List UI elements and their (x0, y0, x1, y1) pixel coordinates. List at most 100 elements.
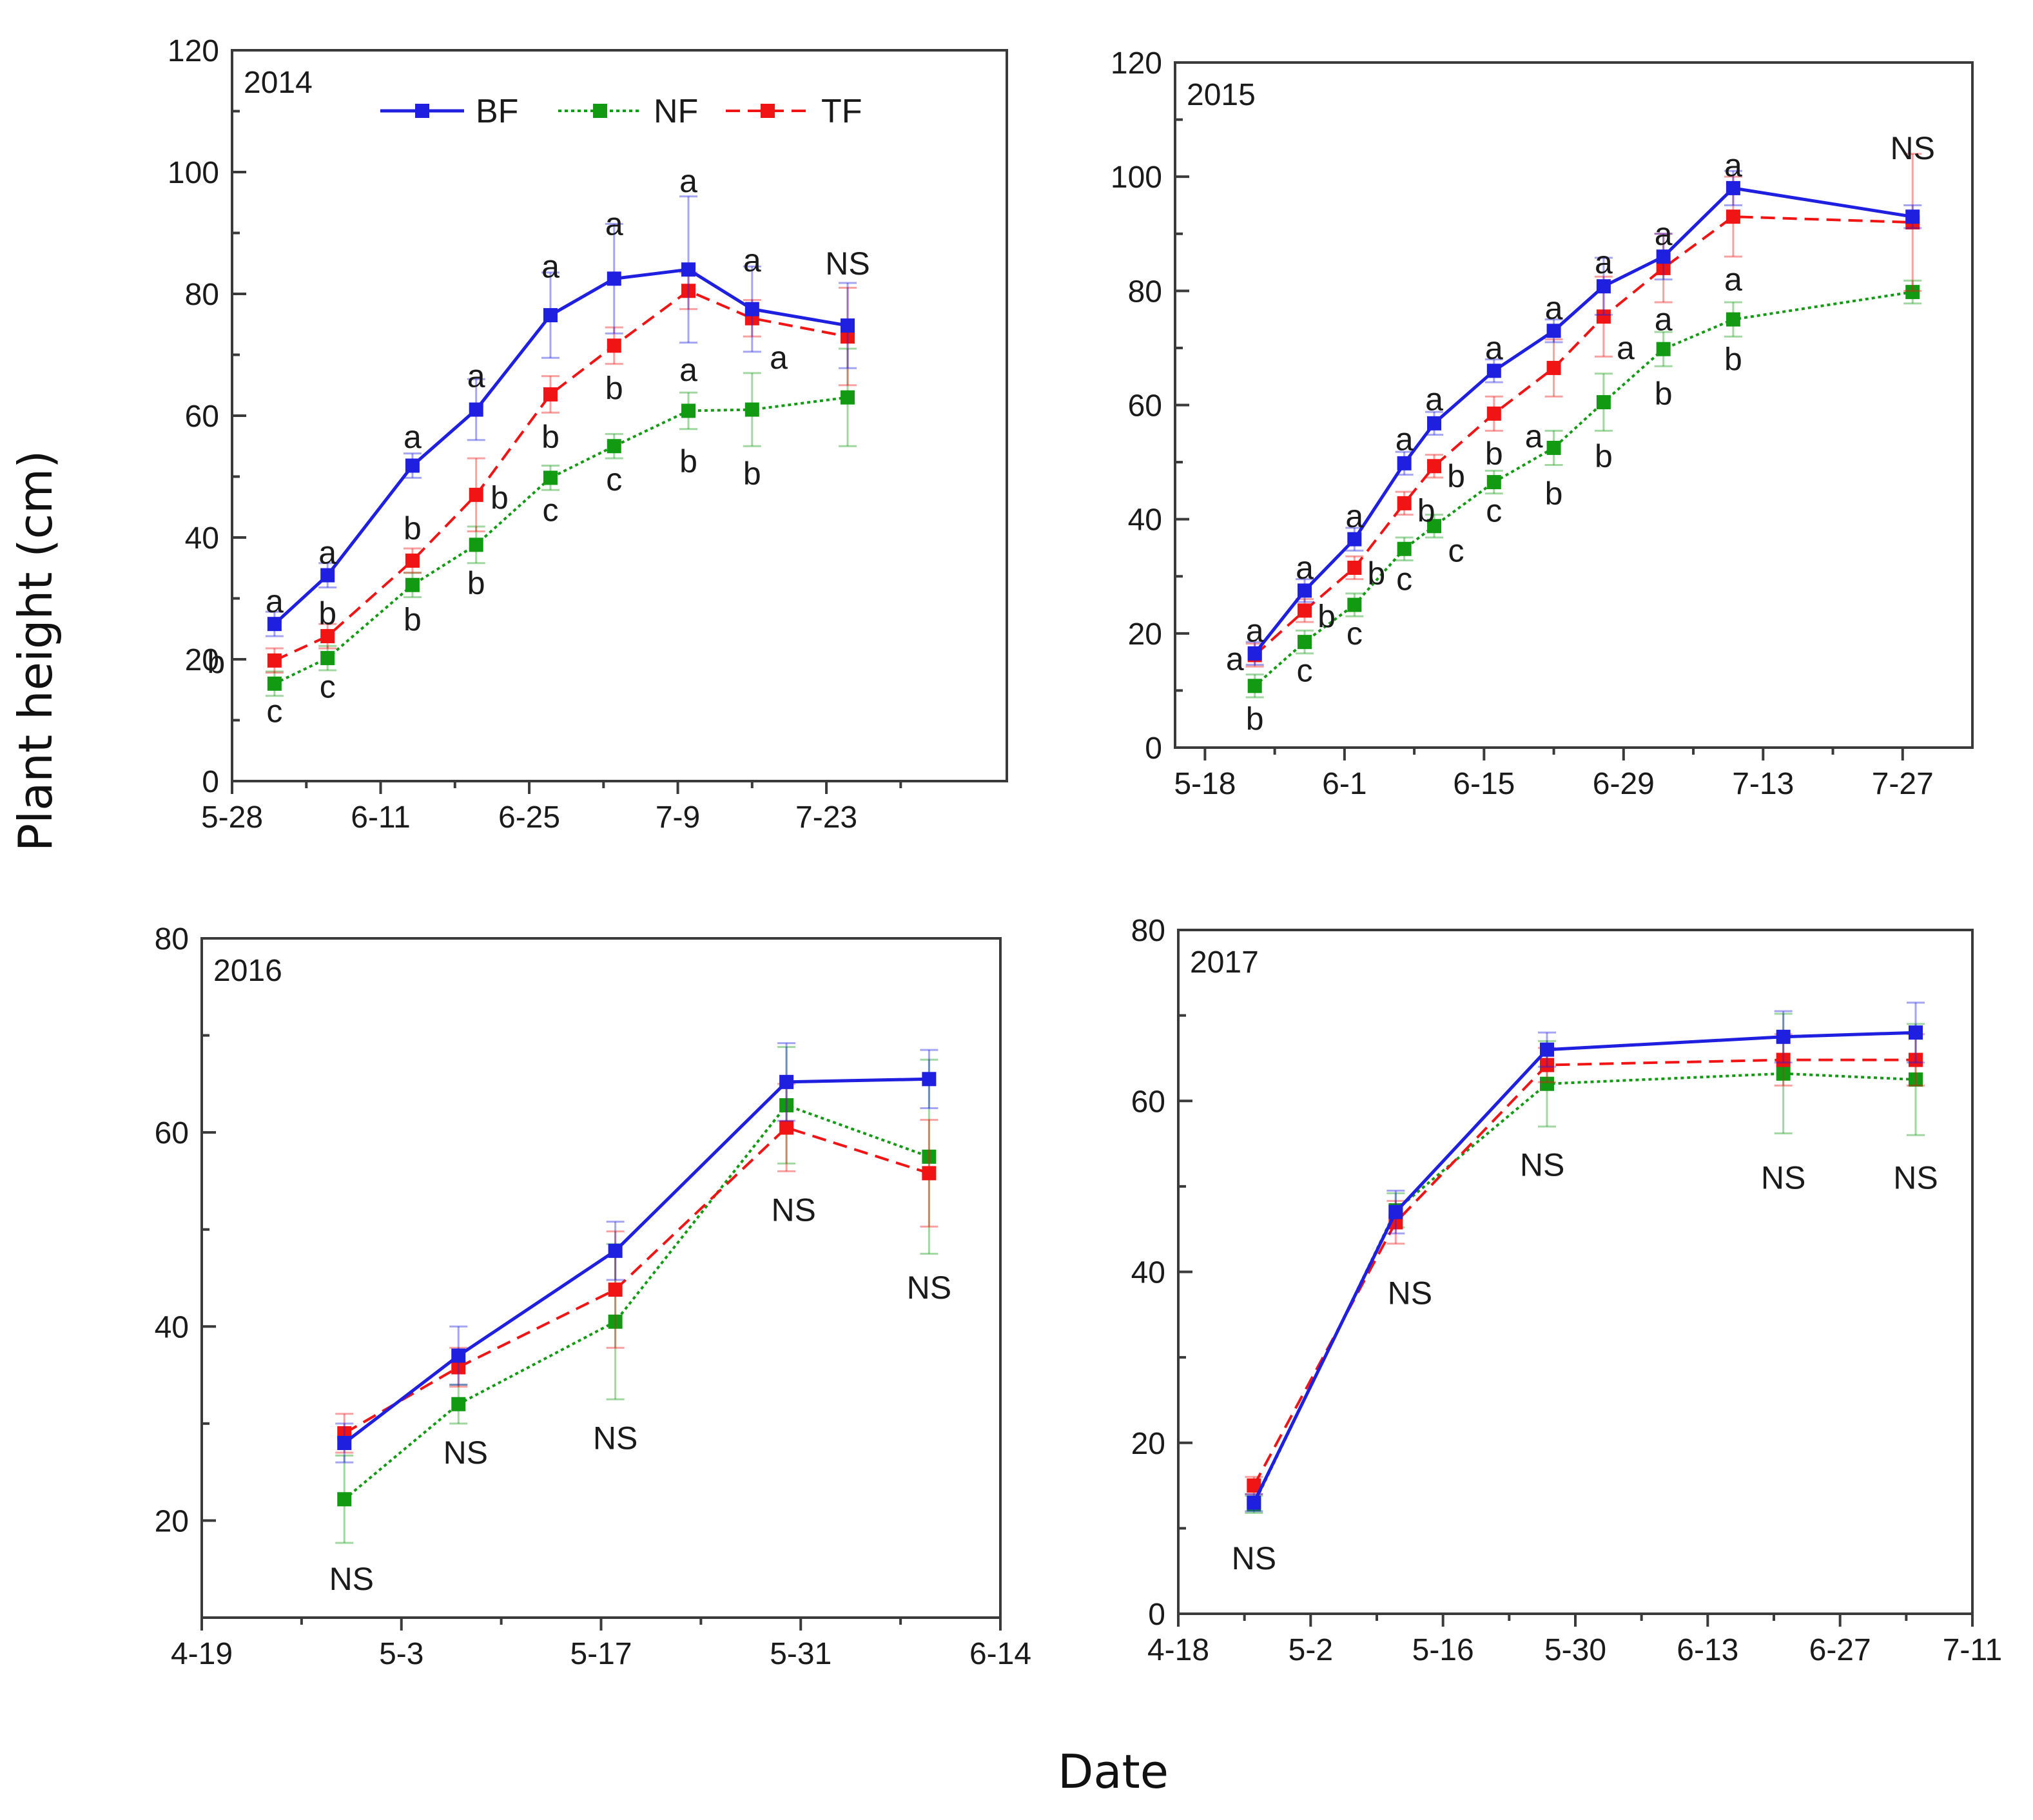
legend-item-BF: BF (380, 93, 518, 130)
data-point-BF (1546, 324, 1561, 338)
significance-letter: b (1485, 436, 1503, 472)
y-tick-label: 100 (168, 156, 219, 190)
data-point-BF (469, 402, 483, 417)
data-point-NF (1486, 475, 1501, 490)
significance-letter: NS (1232, 1540, 1276, 1576)
series-TF (265, 271, 857, 674)
significance-letter: a (1655, 302, 1673, 338)
data-point-BF (1776, 1029, 1791, 1044)
significance-letter: NS (329, 1561, 374, 1597)
plot-frame (200, 937, 1002, 1619)
x-tick-label: 6-11 (351, 800, 411, 835)
significance-letter: b (1595, 438, 1613, 474)
significance-letter: a (266, 583, 284, 619)
data-point-NF (1546, 440, 1561, 455)
data-point-BF (1540, 1042, 1554, 1057)
x-tick-label: 5-3 (379, 1637, 423, 1671)
significance-letter: c (1486, 492, 1502, 528)
data-point-BF (1298, 583, 1312, 598)
data-point-TF (1486, 406, 1501, 421)
data-point-BF (451, 1348, 466, 1363)
significance-letter: c (1396, 561, 1412, 597)
significance-letter: a (743, 242, 761, 278)
data-point-TF (1298, 603, 1312, 618)
y-tick-label: 40 (185, 521, 219, 556)
x-tick-label: 6-14 (969, 1637, 1031, 1671)
series-TF (335, 1083, 939, 1454)
significance-letter: b (404, 510, 422, 547)
data-point-NF (1397, 541, 1412, 556)
data-point-BF (607, 271, 621, 286)
y-tick-label: 60 (1128, 389, 1162, 423)
y-tick-label: 60 (185, 400, 219, 434)
significance-letter: a (1425, 382, 1443, 418)
data-point-BF (267, 617, 282, 632)
panel-year-label: 2016 (213, 954, 282, 988)
data-point-NF (922, 1149, 937, 1164)
data-point-TF (1427, 459, 1442, 474)
series-BF (1245, 1002, 1925, 1513)
data-point-NF (1726, 312, 1740, 327)
y-tick-label: 80 (1128, 275, 1162, 309)
significance-letter: a (770, 340, 788, 376)
significance-letter: b (1246, 701, 1264, 737)
x-tick-label: 5-30 (1544, 1633, 1606, 1667)
data-point-BF (1397, 456, 1412, 470)
data-point-BF (779, 1074, 794, 1089)
data-point-BF (1347, 532, 1362, 547)
significance-letter: b (1655, 376, 1673, 412)
data-point-TF (1247, 1478, 1261, 1493)
significance-letter: b (743, 456, 761, 492)
data-point-NF (608, 1314, 623, 1329)
series-NF (335, 1046, 939, 1544)
series-line-NF (1254, 291, 1913, 687)
data-point-NF (1905, 285, 1920, 300)
data-point-BF (1909, 1025, 1923, 1040)
significance-letter: a (1226, 641, 1244, 677)
series-line-TF (344, 1126, 930, 1435)
x-tick-label: 5-31 (770, 1637, 832, 1671)
data-point-NF (1596, 395, 1611, 410)
legend-marker (415, 104, 429, 118)
data-point-NF (1540, 1076, 1554, 1091)
y-tick-label: 80 (1131, 914, 1165, 948)
data-point-NF (1776, 1066, 1791, 1081)
series-TF (1245, 1033, 1925, 1495)
significance-letter: a (1345, 498, 1363, 534)
significance-letter: c (542, 492, 558, 528)
data-point-NF (779, 1098, 794, 1112)
panel-2015: 0 20 40 60 80 100 120 5-18 6-1 6-15 6-29 7-13 7-27 20… (1111, 46, 1974, 801)
data-point-BF (1247, 646, 1262, 661)
data-point-TF (1347, 560, 1362, 575)
data-point-TF (1546, 360, 1561, 375)
y-tick-label: 40 (1128, 503, 1162, 537)
significance-letter: c (1448, 532, 1464, 568)
y-tick-label: 60 (155, 1116, 189, 1150)
data-point-TF (1596, 309, 1611, 324)
data-point-BF (405, 458, 420, 473)
y-tick-label: 120 (168, 34, 219, 68)
data-point-TF (1776, 1052, 1791, 1067)
x-tick-label: 4-19 (171, 1637, 233, 1671)
significance-letter: c (320, 669, 336, 705)
panel-2017: 0 20 40 60 80 4-18 5-2 5-16 5-30 6-13 6-27 7-11 2017… (1131, 914, 2003, 1667)
y-tick-label: 60 (1131, 1085, 1165, 1119)
series-BF (335, 1042, 939, 1464)
plot-frame (231, 49, 1008, 782)
series-NF (1245, 1012, 1925, 1515)
legend: BF NF TF (380, 93, 862, 130)
x-tick-label: 7-9 (656, 800, 700, 835)
significance-letter: a (541, 248, 559, 284)
significance-letter: c (266, 693, 282, 729)
significance-letter: NS (1893, 1160, 1938, 1196)
significance-letter: a (1396, 421, 1414, 458)
significance-letter: c (606, 461, 622, 498)
significance-letter: b (318, 595, 336, 632)
data-point-NF (841, 390, 855, 405)
x-tick-label: 5-16 (1412, 1633, 1474, 1667)
significance-letter: b (679, 443, 697, 479)
plot-frame (1177, 929, 1974, 1615)
y-tick-label: 20 (185, 643, 219, 677)
significance-letter: a (1246, 612, 1264, 648)
